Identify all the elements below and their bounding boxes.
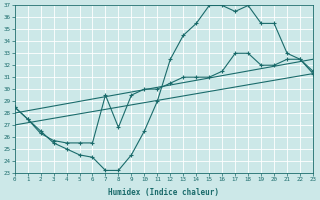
X-axis label: Humidex (Indice chaleur): Humidex (Indice chaleur) <box>108 188 219 197</box>
